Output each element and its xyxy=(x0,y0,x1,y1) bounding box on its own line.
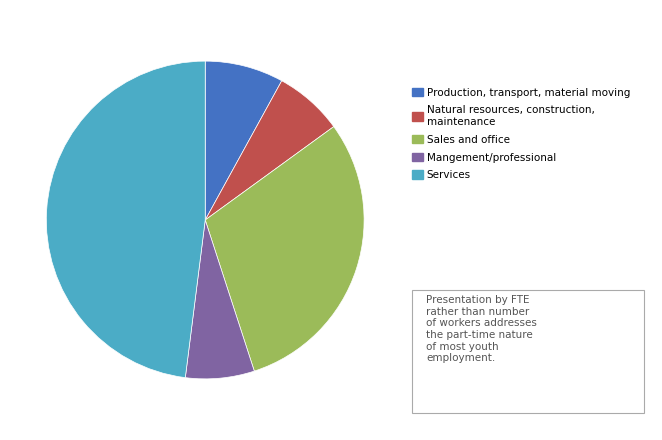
FancyBboxPatch shape xyxy=(412,290,644,413)
Wedge shape xyxy=(185,220,254,379)
Wedge shape xyxy=(205,127,364,371)
Legend: Production, transport, material moving, Natural resources, construction,
mainten: Production, transport, material moving, … xyxy=(409,84,634,183)
Text: Presentation by FTE
rather than number
of workers addresses
the part-time nature: Presentation by FTE rather than number o… xyxy=(426,295,538,363)
Wedge shape xyxy=(205,61,282,220)
Wedge shape xyxy=(46,61,205,378)
Wedge shape xyxy=(205,81,334,220)
